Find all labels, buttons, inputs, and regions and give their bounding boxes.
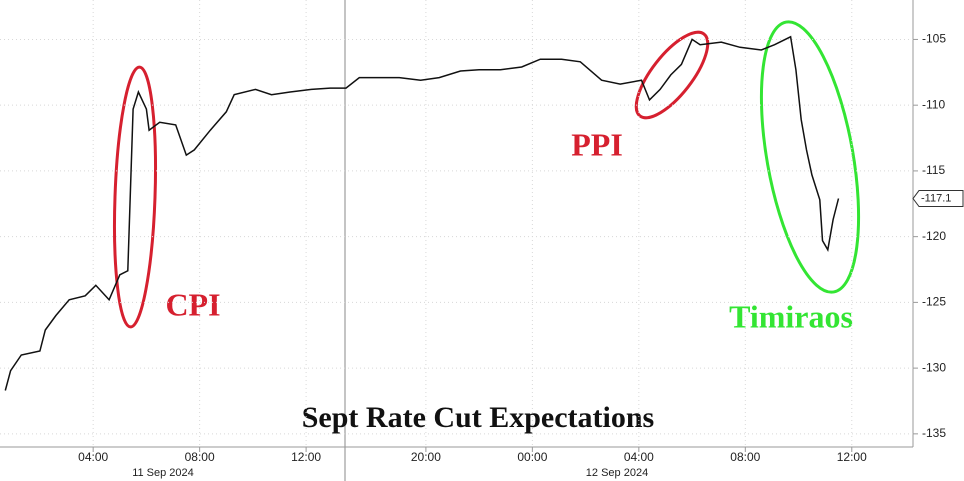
x-tick-label: 20:00 bbox=[411, 450, 441, 464]
cpi-ellipse bbox=[113, 65, 157, 329]
last-value-label: -117.1 bbox=[921, 192, 951, 204]
x-tick-label: 08:00 bbox=[730, 450, 760, 464]
y-tick-label: -120 bbox=[922, 229, 946, 243]
y-tick-label: -135 bbox=[922, 426, 946, 440]
x-tick-label: 04:00 bbox=[78, 450, 108, 464]
x-tick-label: 12:00 bbox=[837, 450, 867, 464]
date-label: 11 Sep 2024 bbox=[132, 467, 194, 479]
y-tick-label: -130 bbox=[922, 360, 946, 374]
x-tick-label: 12:00 bbox=[291, 450, 321, 464]
chart-title: Sept Rate Cut Expectations bbox=[302, 401, 655, 434]
timiraos-ellipse bbox=[759, 20, 861, 294]
plot-area bbox=[0, 0, 913, 447]
series-line bbox=[4, 35, 840, 391]
ppi-ellipse bbox=[634, 30, 710, 120]
last-value-tag bbox=[912, 190, 964, 208]
annotation: Timiraos bbox=[729, 298, 853, 334]
y-tick-label: -110 bbox=[922, 97, 945, 111]
x-tick-label: 00:00 bbox=[517, 450, 547, 464]
y-tick-label: -105 bbox=[922, 32, 946, 46]
x-tick-label: 04:00 bbox=[624, 450, 654, 464]
y-tick-label: -125 bbox=[922, 295, 946, 309]
x-tick-label: 08:00 bbox=[185, 450, 215, 464]
y-tick-label: -115 bbox=[922, 163, 945, 177]
annotation: CPI bbox=[165, 286, 220, 322]
date-label: 12 Sep 2024 bbox=[586, 467, 648, 479]
annotation: PPI bbox=[571, 126, 623, 162]
